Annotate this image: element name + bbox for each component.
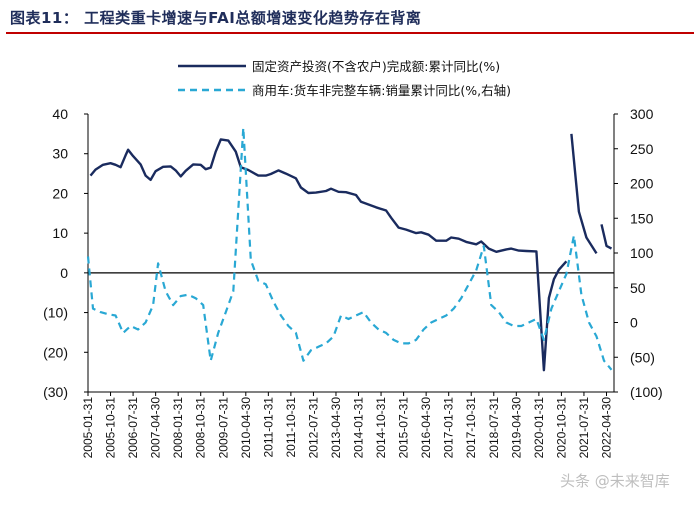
- x-tick-label: 2015-07-31: [397, 397, 411, 459]
- right-tick-label: 250: [630, 141, 654, 157]
- x-tick-label: 2008-10-31: [194, 397, 208, 459]
- page-title: 图表11： 工程类重卡增速与FAI总额增速变化趋势存在背离: [10, 9, 422, 27]
- right-tick-label: 300: [630, 106, 654, 122]
- right-tick-label: (50): [630, 349, 655, 365]
- x-tick-label: 2013-04-30: [329, 397, 343, 459]
- x-tick-label: 2009-07-31: [216, 397, 230, 459]
- x-tick-label: 2007-04-30: [149, 397, 163, 459]
- right-tick-label: 0: [630, 315, 638, 331]
- x-tick-label: 2005-01-31: [81, 397, 95, 459]
- x-tick-label: 2011-01-31: [261, 397, 275, 458]
- left-tick-label: (10): [43, 305, 68, 321]
- x-tick-label: 2020-01-31: [532, 397, 546, 459]
- left-tick-label: 0: [60, 265, 68, 281]
- right-tick-label: (100): [630, 384, 663, 400]
- x-tick-label: 2006-07-31: [126, 397, 140, 459]
- x-tick-label: 2022-04-30: [599, 397, 613, 459]
- x-tick-label: 2020-10-31: [554, 397, 568, 459]
- x-tick-label: 2014-01-31: [352, 397, 366, 459]
- x-tick-label: 2012-07-31: [306, 397, 320, 459]
- left-tick-label: (30): [43, 384, 68, 400]
- x-tick-label: 2021-07-31: [577, 397, 591, 459]
- right-axis-ticks: 300 250 200 150 100 50 0 (50) (100): [614, 106, 663, 400]
- left-tick-label: 10: [52, 225, 68, 241]
- x-tick-label: 2016-04-30: [419, 397, 433, 459]
- x-tick-label: 2018-07-31: [487, 397, 501, 459]
- x-tick-label: 2014-10-31: [374, 397, 388, 459]
- legend-label-trucks: 商用车:货车非完整车辆:销量累计同比(%,右轴): [252, 83, 511, 98]
- left-tick-label: 30: [52, 146, 68, 162]
- title-rule: [6, 32, 694, 34]
- chart-legend: 固定资产投资(不含农户)完成额:累计同比(%) 商用车:货车非完整车辆:销量累计同…: [178, 59, 511, 98]
- x-tick-label: 2019-04-30: [509, 397, 523, 459]
- fai-series-line: [89, 133, 613, 372]
- right-tick-label: 50: [630, 280, 646, 296]
- x-tick-label: 2008-01-31: [171, 397, 185, 459]
- legend-label-fai: 固定资产投资(不含农户)完成额:累计同比(%): [252, 59, 500, 74]
- left-axis-ticks: 40 30 20 10 0 (10) (20) (30): [43, 106, 88, 400]
- right-tick-label: 150: [630, 210, 654, 226]
- x-tick-label: 2011-10-31: [284, 397, 298, 458]
- chart-plot-area: [86, 126, 613, 372]
- right-tick-label: 200: [630, 176, 654, 192]
- left-tick-label: (20): [43, 344, 68, 360]
- x-tick-label: 2017-01-31: [442, 397, 456, 459]
- truck-sales-series-line: [86, 126, 613, 371]
- left-tick-label: 40: [52, 106, 68, 122]
- x-tick-label: 2005-10-31: [104, 397, 118, 459]
- x-tick-label: 2010-04-30: [239, 397, 253, 459]
- chart-axes: [87, 114, 615, 393]
- watermark: 头条 @未来智库: [560, 472, 670, 490]
- right-tick-label: 100: [630, 245, 654, 261]
- x-axis-ticks: 2005-01-31 2005-10-31 2006-07-31 2007-04-30…: [81, 392, 613, 458]
- left-tick-label: 20: [52, 185, 68, 201]
- x-tick-label: 2017-10-31: [464, 397, 478, 459]
